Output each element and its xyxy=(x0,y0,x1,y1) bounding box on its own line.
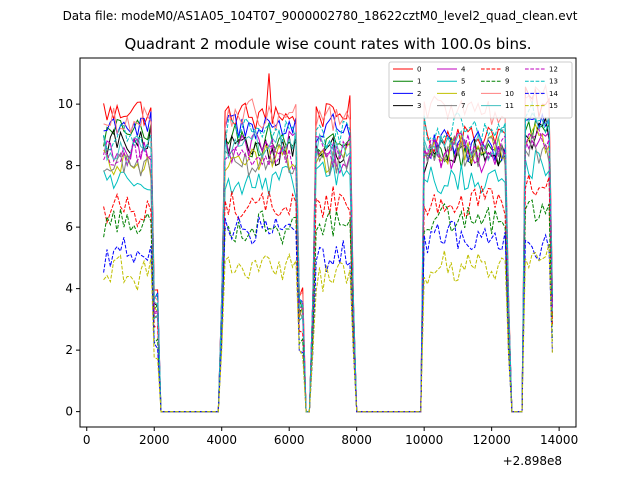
x-tick-label: 8000 xyxy=(341,433,372,447)
figure-suptitle: Data file: modeM0/AS1A05_104T07_90000027… xyxy=(63,9,578,23)
legend-label-5: 5 xyxy=(461,78,465,86)
legend-label-15: 15 xyxy=(549,102,558,110)
legend-label-3: 3 xyxy=(417,102,421,110)
legend-label-13: 13 xyxy=(549,78,558,86)
y-tick-label: 2 xyxy=(65,343,73,357)
legend-label-1: 1 xyxy=(417,78,421,86)
legend-label-7: 7 xyxy=(461,102,465,110)
x-tick-label: 12000 xyxy=(473,433,511,447)
axes-box xyxy=(79,57,577,428)
y-axis-ticks: 0 2 4 6 8 10 xyxy=(58,97,80,419)
axes-frame xyxy=(79,57,577,428)
legend-label-14: 14 xyxy=(549,90,558,98)
x-tick-label: 4000 xyxy=(206,433,237,447)
y-tick-label: 6 xyxy=(65,220,73,234)
x-tick-label: 6000 xyxy=(274,433,305,447)
y-tick-label: 10 xyxy=(58,97,73,111)
legend-label-11: 11 xyxy=(505,102,514,110)
legend-label-12: 12 xyxy=(549,66,558,74)
legend-label-2: 2 xyxy=(417,90,421,98)
legend-label-9: 9 xyxy=(505,78,509,86)
legend-label-10: 10 xyxy=(505,90,514,98)
series-line-15 xyxy=(103,243,553,413)
x-axis-ticks: 0 2000 4000 6000 8000 10000 12000 14000 xyxy=(83,427,578,447)
y-tick-label: 8 xyxy=(65,159,73,173)
legend-label-0: 0 xyxy=(417,66,421,74)
chart-title: Quadrant 2 module wise count rates with … xyxy=(124,35,531,53)
x-axis-offset-label: +2.898e8 xyxy=(503,454,562,468)
y-tick-label: 4 xyxy=(65,282,73,296)
x-tick-label: 14000 xyxy=(540,433,578,447)
x-tick-label: 0 xyxy=(83,433,91,447)
y-tick-label: 0 xyxy=(65,405,73,419)
x-tick-label: 2000 xyxy=(139,433,170,447)
x-tick-label: 10000 xyxy=(405,433,443,447)
legend-label-4: 4 xyxy=(461,66,466,74)
legend-label-6: 6 xyxy=(461,90,466,98)
series-line-12 xyxy=(103,127,553,413)
legend-frame xyxy=(388,61,573,119)
legend-label-8: 8 xyxy=(505,66,509,74)
